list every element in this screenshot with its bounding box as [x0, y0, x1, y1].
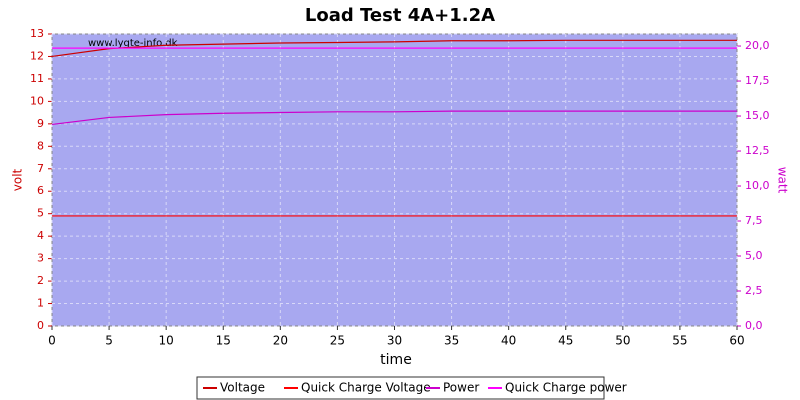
y-axis-label: volt — [11, 168, 25, 191]
y-tick-label: 11 — [30, 72, 44, 85]
x-tick-label: 25 — [330, 334, 345, 348]
y2-axis-label: watt — [776, 167, 790, 194]
x-tick-label: 20 — [273, 334, 288, 348]
y-tick-label: 7 — [37, 162, 44, 175]
y2-tick-label: 2,5 — [745, 284, 763, 297]
legend-label: Power — [443, 381, 479, 395]
x-tick-label: 35 — [444, 334, 459, 348]
y-tick-label: 10 — [30, 94, 44, 107]
y-tick-label: 0 — [37, 319, 44, 332]
x-tick-label: 55 — [672, 334, 687, 348]
x-axis-label: time — [380, 352, 412, 368]
y-tick-label: 12 — [30, 49, 44, 62]
y2-tick-label: 7,5 — [745, 214, 763, 227]
legend-label: Quick Charge power — [505, 381, 627, 395]
y-tick-label: 9 — [37, 117, 44, 130]
x-tick-label: 30 — [387, 334, 402, 348]
legend-label: Voltage — [220, 381, 265, 395]
x-tick-label: 50 — [615, 334, 630, 348]
y-tick-label: 1 — [37, 297, 44, 310]
y-tick-label: 3 — [37, 252, 44, 265]
y2-tick-label: 5,0 — [745, 249, 763, 262]
x-tick-label: 5 — [105, 334, 113, 348]
series-line — [51, 110, 737, 126]
y2-tick-label: 20,0 — [745, 39, 770, 52]
y2-tick-label: 17,5 — [745, 74, 770, 87]
x-tick-label: 10 — [159, 334, 174, 348]
y-tick-label: 6 — [37, 184, 44, 197]
series-line — [51, 39, 737, 58]
x-tick-label: 45 — [558, 334, 573, 348]
watermark: www.lygte-info.dk — [88, 38, 178, 49]
y-tick-label: 5 — [37, 207, 44, 220]
x-tick-label: 0 — [48, 334, 56, 348]
y2-tick-label: 15,0 — [745, 109, 770, 122]
y2-tick-label: 12,5 — [745, 144, 770, 157]
y-tick-label: 2 — [37, 274, 44, 287]
y2-tick-label: 0,0 — [745, 319, 763, 332]
x-tick-label: 15 — [216, 334, 231, 348]
x-tick-label: 60 — [729, 334, 744, 348]
y-tick-label: 13 — [30, 27, 44, 40]
legend-label: Quick Charge Voltage — [301, 381, 431, 395]
chart-title: Load Test 4A+1.2A — [305, 5, 495, 26]
y2-tick-label: 10,0 — [745, 179, 770, 192]
y-tick-label: 8 — [37, 139, 44, 152]
x-tick-label: 40 — [501, 334, 516, 348]
y-tick-label: 4 — [37, 229, 44, 242]
legend — [196, 376, 605, 400]
